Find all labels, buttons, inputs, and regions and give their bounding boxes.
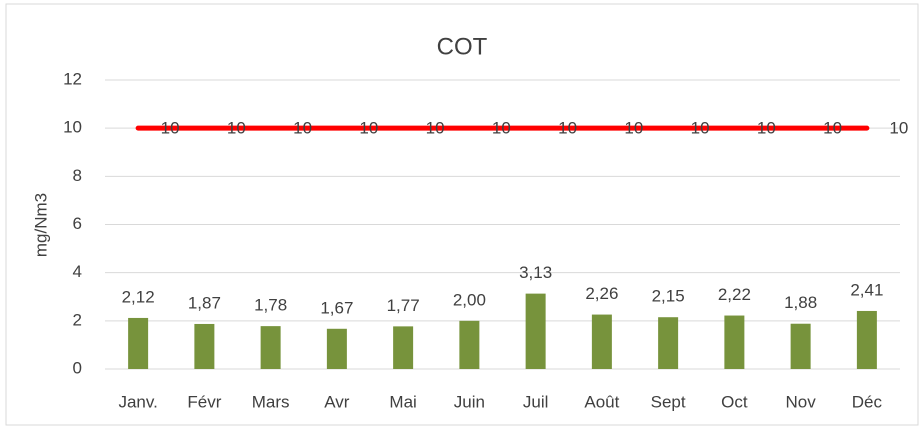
bar (724, 315, 745, 369)
bar (459, 320, 480, 369)
x-tick-label: Mai (389, 392, 416, 411)
data-label: 10 (161, 119, 180, 138)
data-label: 2,12 (122, 287, 155, 306)
y-tick-label: 12 (63, 69, 82, 88)
bar (790, 323, 811, 369)
y-tick-label: 10 (63, 118, 82, 137)
data-label: 3,13 (519, 263, 552, 282)
x-tick-label: Déc (852, 392, 883, 411)
bar (591, 314, 612, 369)
bar (658, 317, 679, 369)
data-label: 2,22 (718, 285, 751, 304)
bar (393, 326, 414, 369)
data-label: 1,78 (254, 296, 287, 315)
data-label: 2,41 (850, 280, 883, 299)
data-label: 10 (823, 119, 842, 138)
data-label: 10 (757, 119, 776, 138)
data-label: 1,88 (784, 293, 817, 312)
x-tick-label: Mars (252, 392, 290, 411)
x-tick-label: Nov (786, 392, 817, 411)
y-axis-label: mg/Nm3 (31, 193, 50, 257)
data-label: 2,26 (585, 284, 618, 303)
y-tick-label: 0 (73, 358, 82, 377)
bar (326, 328, 347, 369)
x-tick-label: Oct (721, 392, 748, 411)
x-tick-label: Févr (187, 392, 221, 411)
data-label: 10 (426, 119, 445, 138)
x-tick-label: Août (584, 392, 619, 411)
data-label: 1,87 (188, 293, 221, 312)
y-tick-label: 8 (73, 166, 82, 185)
data-label: 2,00 (453, 290, 486, 309)
x-tick-label: Juin (454, 392, 485, 411)
data-label: 1,67 (320, 298, 353, 317)
data-label: 10 (624, 119, 643, 138)
x-tick-label: Sept (651, 392, 686, 411)
y-tick-label: 2 (73, 310, 82, 329)
bar (525, 293, 546, 369)
data-label: 10 (558, 119, 577, 138)
y-tick-label: 6 (73, 214, 82, 233)
data-label: 2,15 (652, 287, 685, 306)
chart-title: COT (437, 33, 488, 60)
data-label: 10 (227, 119, 246, 138)
data-label: 10 (889, 119, 908, 138)
bar (194, 323, 215, 369)
x-tick-label: Avr (324, 392, 350, 411)
data-label: 1,77 (387, 296, 420, 315)
data-label: 10 (293, 119, 312, 138)
data-label: 10 (691, 119, 710, 138)
data-label: 10 (359, 119, 378, 138)
data-label: 10 (492, 119, 511, 138)
bar (260, 326, 281, 369)
y-tick-label: 4 (73, 262, 82, 281)
bar (128, 317, 149, 369)
x-tick-label: Janv. (118, 392, 157, 411)
x-tick-label: Juil (523, 392, 549, 411)
bar (856, 310, 877, 369)
